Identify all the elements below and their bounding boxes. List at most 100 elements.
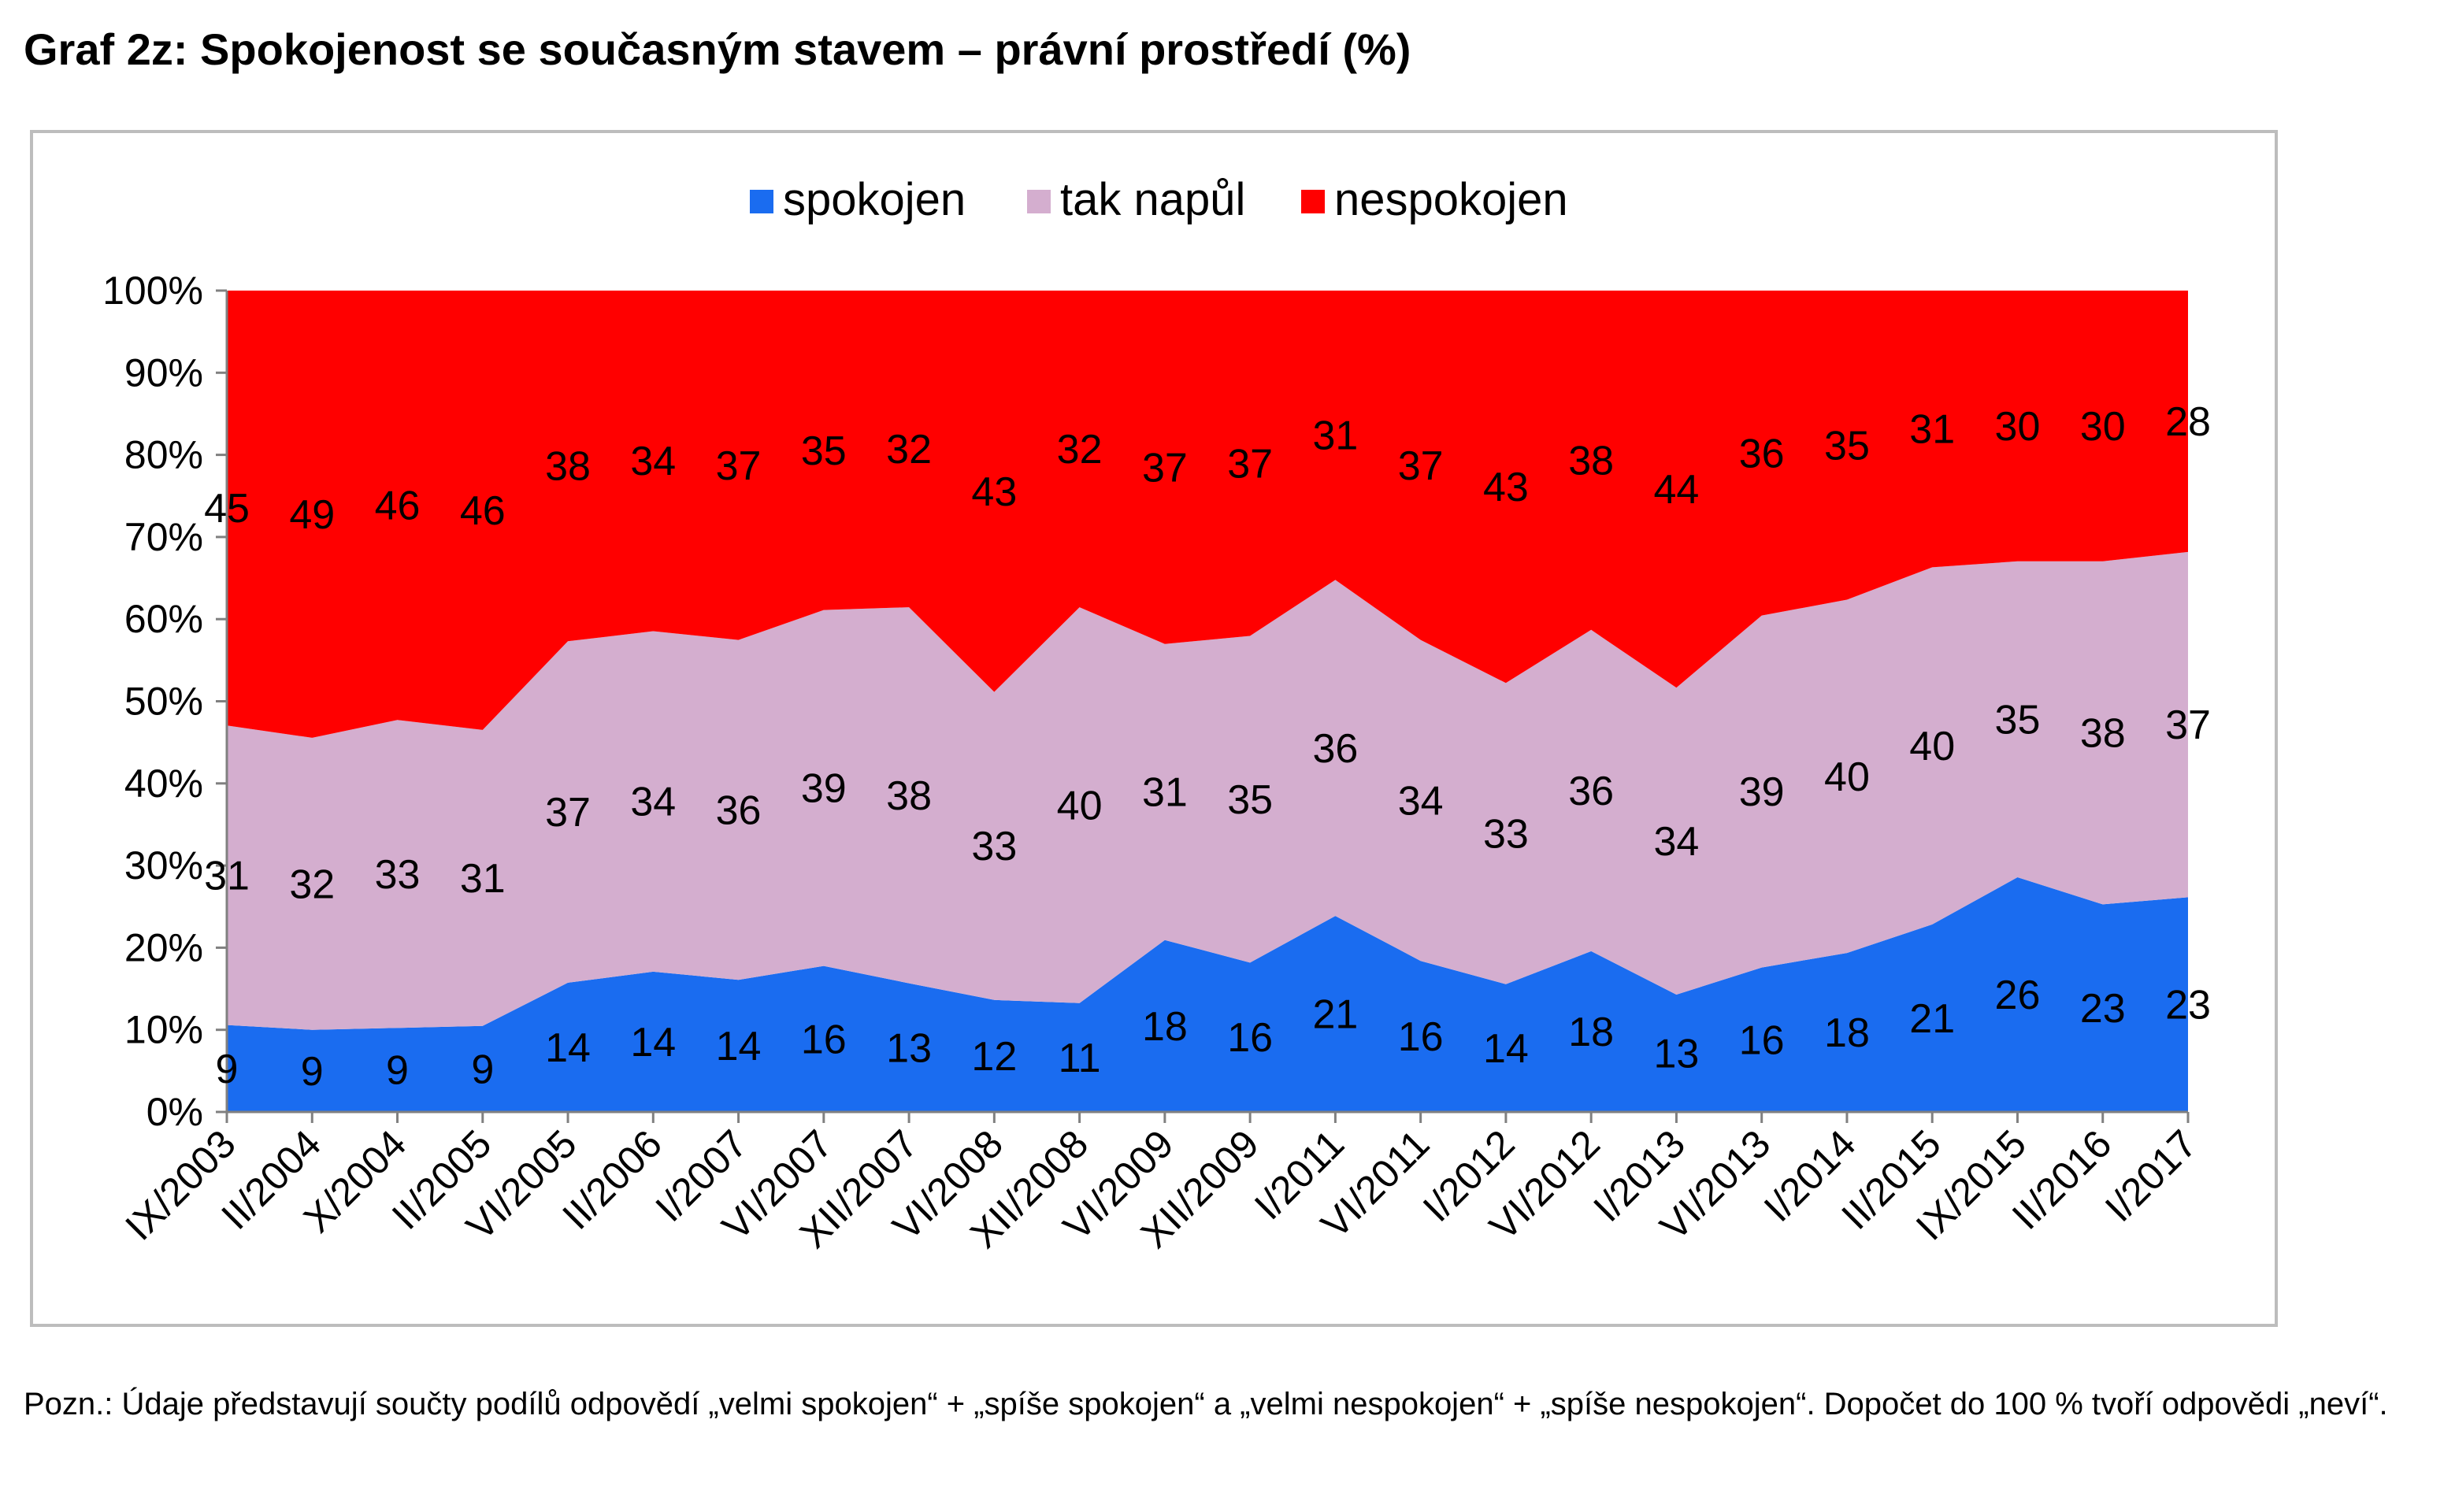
y-tick-label: 10% [124, 1008, 203, 1052]
data-label-spokojen: 14 [1483, 1026, 1529, 1072]
data-label-tak-napul: 31 [1142, 770, 1188, 816]
data-label-tak-napul: 33 [971, 824, 1017, 869]
data-label-spokojen: 9 [386, 1048, 409, 1094]
data-label-spokojen: 26 [1995, 973, 2041, 1018]
data-label-nespokojen: 37 [716, 443, 762, 489]
data-label-spokojen: 12 [971, 1034, 1017, 1080]
y-tick-label: 70% [124, 515, 203, 559]
data-label-spokojen: 14 [630, 1020, 676, 1065]
data-label-tak-napul: 38 [2080, 711, 2126, 757]
data-label-nespokojen: 32 [1057, 427, 1103, 472]
area-series-group [227, 291, 2188, 1112]
data-label-nespokojen: 34 [630, 439, 676, 484]
data-label-tak-napul: 33 [1483, 812, 1529, 858]
data-label-spokojen: 16 [801, 1017, 847, 1062]
data-label-tak-napul: 33 [375, 852, 421, 898]
data-label-tak-napul: 34 [1654, 819, 1700, 865]
data-label-nespokojen: 35 [1824, 423, 1870, 469]
legend-swatch-nespokojen [1301, 190, 1325, 213]
data-label-tak-napul: 34 [1398, 778, 1444, 824]
data-label-tak-napul: 40 [1057, 783, 1103, 828]
data-label-nespokojen: 28 [2165, 399, 2211, 445]
data-label-tak-napul: 35 [1227, 777, 1273, 823]
data-label-nespokojen: 43 [1483, 465, 1529, 510]
data-label-tak-napul: 38 [886, 773, 932, 819]
x-tick-label: II/2016 [2004, 1121, 2120, 1238]
y-tick-label: 20% [124, 925, 203, 969]
data-label-spokojen: 16 [1739, 1017, 1785, 1063]
data-label-nespokojen: 31 [1909, 407, 1955, 453]
data-label-nespokojen: 35 [801, 428, 847, 474]
data-label-spokojen: 14 [545, 1025, 591, 1071]
data-label-spokojen: 18 [1568, 1010, 1614, 1055]
data-label-nespokojen: 43 [971, 469, 1017, 515]
y-tick-label: 40% [124, 762, 203, 806]
x-tick-label: IX/2003 [117, 1121, 243, 1248]
legend-label-tak-napul: tak napůl [1060, 174, 1245, 225]
data-label-nespokojen: 36 [1739, 431, 1785, 476]
data-label-nespokojen: 44 [1654, 467, 1700, 513]
data-label-spokojen: 16 [1227, 1015, 1273, 1061]
data-label-nespokojen: 30 [1995, 404, 2041, 450]
footnote: Pozn.: Údaje představují součty podílů o… [24, 1387, 2388, 1421]
x-tick-label: II/2006 [554, 1121, 670, 1238]
data-label-spokojen: 16 [1398, 1014, 1444, 1060]
data-label-nespokojen: 46 [460, 488, 506, 534]
data-label-nespokojen: 46 [375, 484, 421, 529]
data-labels-group: 9 9 9 9 14 14 14 16 13 12 11 18 16 21 16 14 18 13 16 18 21 26… [204, 399, 2211, 1095]
y-tick-label: 50% [124, 680, 203, 724]
data-label-tak-napul: 36 [716, 788, 762, 833]
legend-label-nespokojen: nespokojen [1334, 174, 1568, 225]
data-label-tak-napul: 36 [1312, 726, 1358, 772]
stacked-area-chart: 0% 10% 20% 30% 40% 50% 60% 70% 80% 90% 100% IX/2003… [102, 174, 2211, 1256]
data-label-nespokojen: 38 [545, 444, 591, 490]
data-label-nespokojen: 37 [1398, 443, 1444, 489]
data-label-spokojen: 21 [1312, 992, 1358, 1038]
data-label-tak-napul: 32 [289, 862, 335, 907]
legend: spokojen tak napůl nespokojen [750, 174, 1568, 225]
legend-swatch-spokojen [750, 190, 773, 213]
data-label-nespokojen: 31 [1312, 413, 1358, 459]
data-label-spokojen: 18 [1824, 1010, 1870, 1056]
chart-frame: 0% 10% 20% 30% 40% 50% 60% 70% 80% 90% 100% IX/2003… [30, 130, 2278, 1327]
data-label-tak-napul: 37 [2165, 702, 2211, 748]
data-label-nespokojen: 30 [2080, 404, 2126, 450]
area-tak-napul [227, 551, 2188, 1030]
data-label-tak-napul: 37 [545, 790, 591, 836]
y-tick-label: 90% [124, 350, 203, 395]
y-tick-label: 100% [102, 269, 203, 313]
legend-label-spokojen: spokojen [783, 174, 966, 225]
data-label-tak-napul: 31 [460, 856, 506, 902]
data-label-nespokojen: 37 [1227, 441, 1273, 487]
area-nespokojen [227, 291, 2188, 738]
data-label-spokojen: 9 [301, 1049, 324, 1095]
data-label-spokojen: 23 [2080, 986, 2126, 1032]
data-label-nespokojen: 49 [289, 492, 335, 538]
data-label-spokojen: 9 [216, 1047, 239, 1092]
data-label-spokojen: 18 [1142, 1004, 1188, 1050]
data-label-spokojen: 21 [1909, 996, 1955, 1042]
x-tick-label: I/2017 [2097, 1121, 2205, 1230]
data-label-nespokojen: 37 [1142, 445, 1188, 491]
data-label-tak-napul: 40 [1909, 724, 1955, 769]
data-label-nespokojen: 45 [204, 486, 250, 532]
y-tick-label: 30% [124, 843, 203, 888]
y-tick-label: 0% [146, 1090, 203, 1134]
y-tick-label: 60% [124, 597, 203, 641]
data-label-tak-napul: 31 [204, 853, 250, 899]
area-spokojen [227, 877, 2188, 1112]
data-label-spokojen: 13 [1654, 1032, 1700, 1077]
chart-title: Graf 2z: Spokojenost se současným stavem… [24, 24, 1411, 74]
data-label-spokojen: 14 [716, 1024, 762, 1069]
data-label-tak-napul: 39 [801, 766, 847, 812]
data-label-tak-napul: 36 [1568, 769, 1614, 814]
legend-swatch-tak-napul [1027, 190, 1051, 213]
data-label-spokojen: 9 [471, 1047, 494, 1092]
data-label-tak-napul: 35 [1995, 697, 2041, 743]
data-label-tak-napul: 40 [1824, 754, 1870, 800]
data-label-spokojen: 13 [886, 1025, 932, 1071]
y-tick-label: 80% [124, 433, 203, 477]
data-label-nespokojen: 38 [1568, 438, 1614, 484]
data-label-nespokojen: 32 [886, 427, 932, 472]
data-label-tak-napul: 39 [1739, 769, 1785, 815]
